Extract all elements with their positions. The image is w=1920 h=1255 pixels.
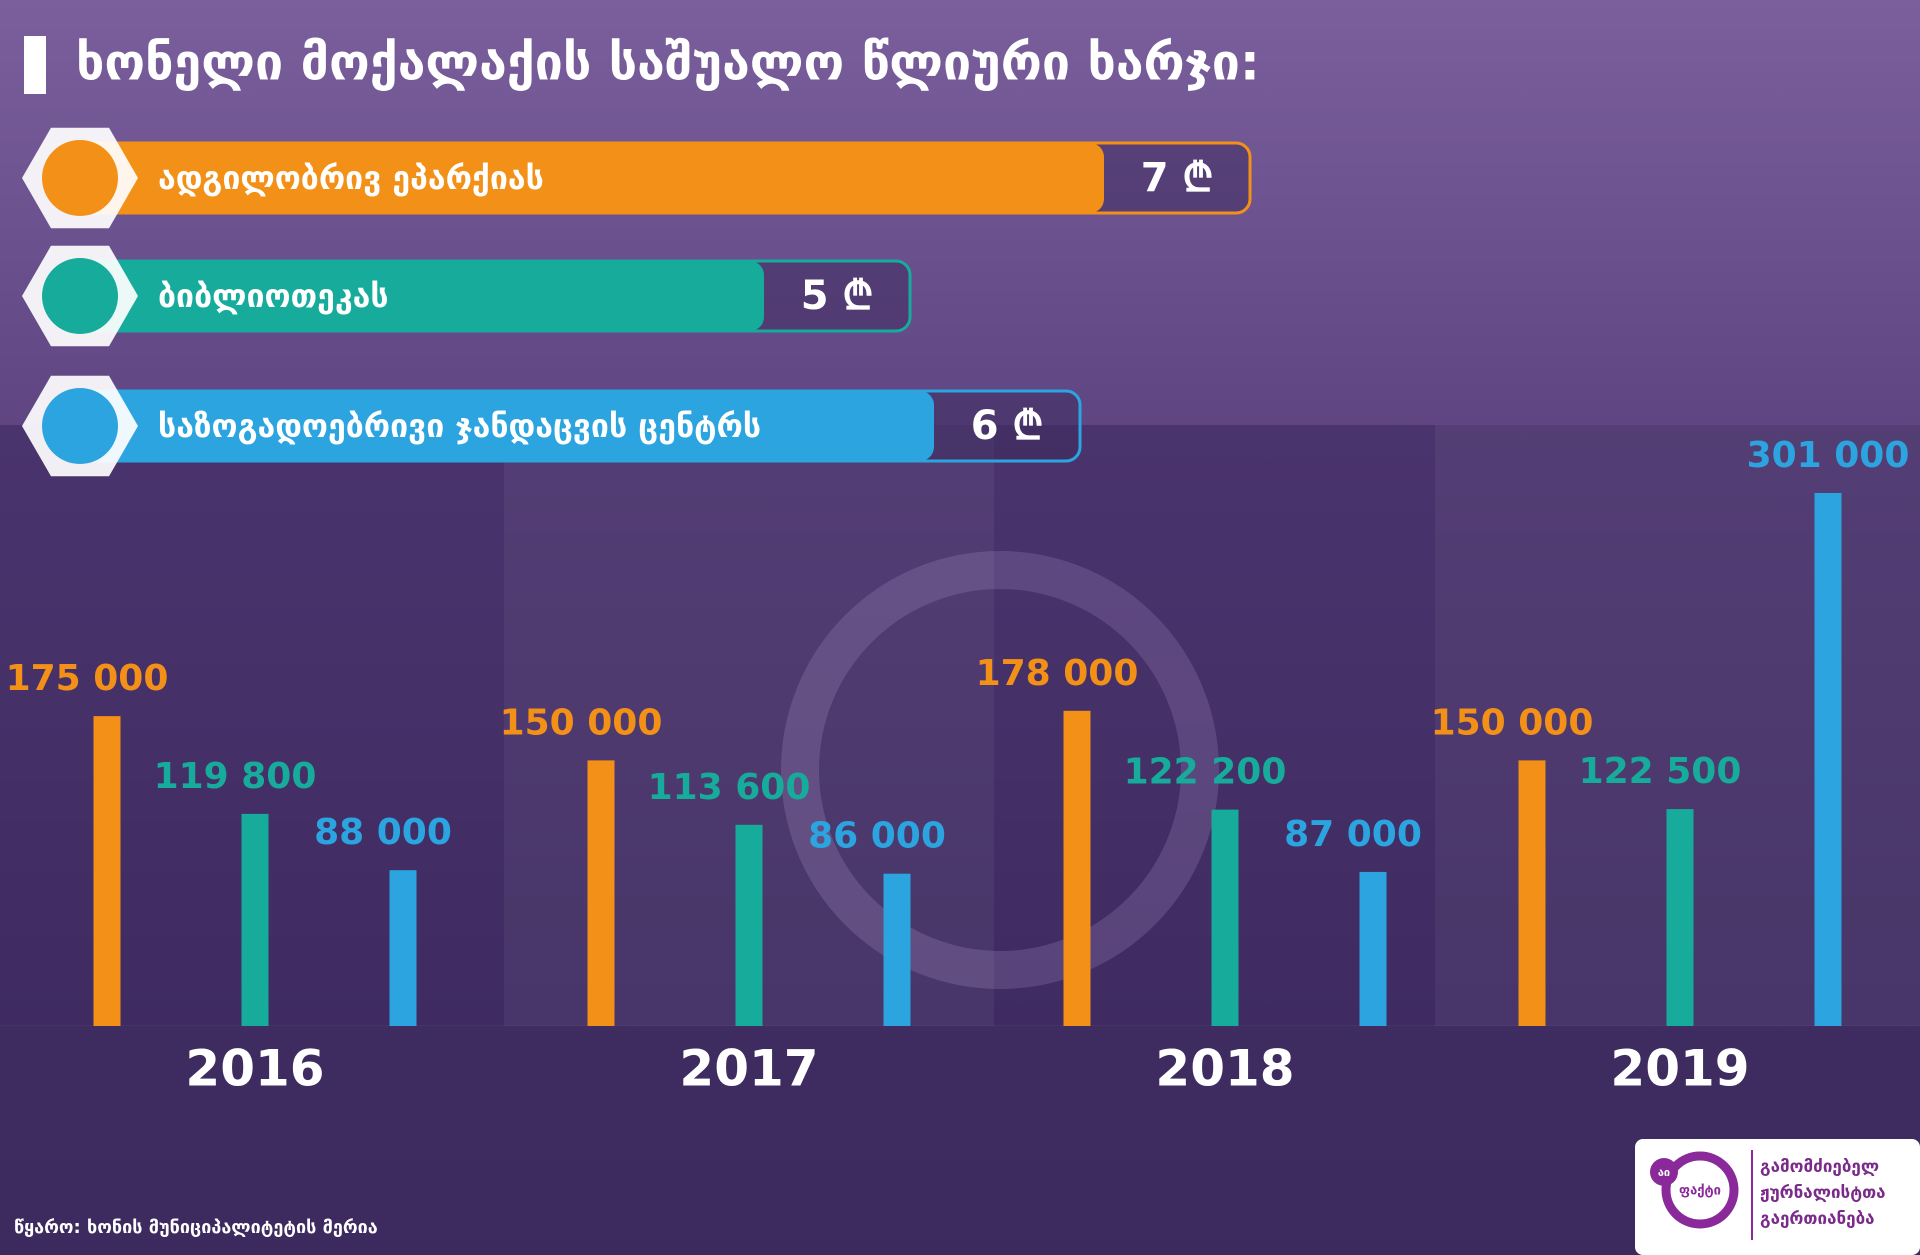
value-label: 301 000 [1747, 435, 1910, 476]
bar [241, 813, 269, 1026]
x-tick-label: 2018 [1155, 1040, 1294, 1098]
legend-label: საზოგადოებრივი ჯანდაცვის ცენტრს [158, 407, 761, 445]
bar [735, 824, 763, 1026]
logo-badge [1650, 1158, 1678, 1186]
value-label: 119 800 [154, 756, 317, 797]
x-tick-label: 2016 [185, 1040, 324, 1098]
x-tick-label: 2017 [679, 1040, 818, 1098]
value-label: 122 500 [1579, 751, 1742, 792]
value-label: 150 000 [1431, 702, 1594, 743]
logo-line: გაერთიანება [1760, 1209, 1875, 1229]
legend-bar [60, 261, 764, 331]
bar [1359, 871, 1387, 1026]
bar [883, 873, 911, 1026]
icon [42, 258, 118, 334]
value-label: 88 000 [314, 812, 452, 853]
value-label: 113 600 [648, 767, 811, 808]
logo-line: გამომძიებელ [1760, 1157, 1879, 1177]
chart-panel [0, 425, 1920, 1025]
bar [389, 870, 417, 1026]
value-label: 150 000 [500, 702, 663, 743]
legend-label: ადგილობრივ ეპარქიას [158, 159, 544, 197]
watermark [781, 551, 1219, 989]
bar [1211, 809, 1239, 1026]
per-citizen-label: 6 ₾ [971, 403, 1044, 449]
per-citizen-label: 5 ₾ [801, 273, 874, 319]
value-label: 87 000 [1284, 814, 1422, 855]
value-label: 175 000 [6, 658, 169, 699]
bar [587, 760, 615, 1026]
logo-ring [1661, 1151, 1739, 1229]
icon [42, 140, 118, 216]
bar [1518, 760, 1546, 1026]
bar [1814, 493, 1842, 1026]
legend-label: ბიბლიოთეკას [158, 277, 389, 315]
value-label: 86 000 [808, 816, 946, 857]
icon [42, 388, 118, 464]
value-label: 178 000 [976, 653, 1139, 694]
logo-mark: ფაქტი [1679, 1184, 1721, 1199]
footer-panel [0, 1026, 1920, 1255]
logo-badge-text: აი [1658, 1166, 1670, 1179]
logo: აი ფაქტი გამომძიებელ ჟურნალისტთა გაერთია… [1635, 1139, 1920, 1255]
title-marker [24, 36, 46, 94]
per-citizen-label: 7 ₾ [1141, 155, 1214, 201]
source: წყარო: ხონის მუნიციპალიტეტის მერია [14, 1217, 378, 1238]
bar [1063, 710, 1091, 1026]
legend-bar [60, 391, 934, 461]
value-label: 122 200 [1124, 752, 1287, 793]
bar [1666, 809, 1694, 1026]
x-tick-label: 2019 [1610, 1040, 1749, 1098]
legend-bar [60, 143, 1104, 213]
bar [93, 716, 121, 1026]
chart-title: ხონელი მოქალაქის საშუალო წლიური ხარჯი: [76, 34, 1260, 92]
logo-line: ჟურნალისტთა [1760, 1183, 1886, 1203]
